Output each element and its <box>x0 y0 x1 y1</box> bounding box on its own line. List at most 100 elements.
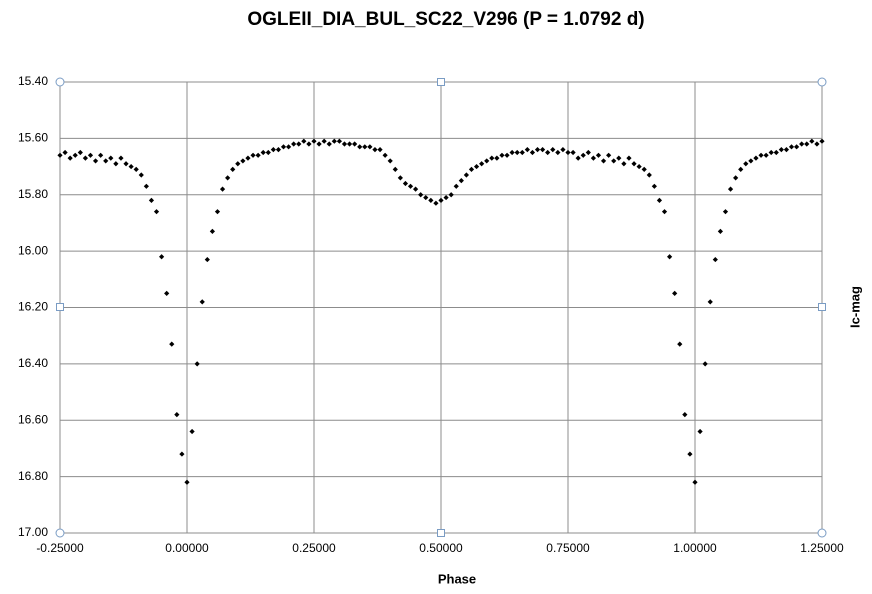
data-point <box>540 147 546 153</box>
data-point <box>646 172 652 178</box>
data-point <box>778 147 784 153</box>
x-tick-label: 0.50000 <box>419 541 463 555</box>
data-point <box>453 183 459 189</box>
data-point <box>473 163 480 170</box>
chart-title: OGLEII_DIA_BUL_SC22_V296 (P = 1.0792 d) <box>247 9 644 30</box>
data-point <box>621 161 627 167</box>
data-point <box>357 144 363 150</box>
data-point <box>773 149 779 156</box>
handle <box>55 528 65 538</box>
data-point <box>265 149 271 156</box>
handle <box>817 77 827 87</box>
data-point <box>397 175 403 181</box>
data-point <box>499 152 505 158</box>
data-point <box>235 161 241 167</box>
data-point <box>667 254 673 260</box>
data-point <box>565 149 571 156</box>
y-tick-label: 15.40 <box>18 74 48 88</box>
data-point <box>651 183 657 189</box>
data-point <box>311 138 317 144</box>
data-point <box>458 178 464 184</box>
data-point <box>555 149 561 156</box>
data-point <box>570 149 576 156</box>
handle <box>437 78 445 86</box>
data-point <box>225 175 231 181</box>
data-point <box>448 192 454 198</box>
data-point <box>438 197 444 203</box>
data-point <box>575 155 581 161</box>
plot <box>57 138 825 485</box>
data-point <box>214 209 221 215</box>
handle <box>55 77 65 87</box>
y-tick-label: 16.00 <box>18 243 48 257</box>
data-point <box>763 152 769 158</box>
selection-handles <box>55 77 827 538</box>
data-point <box>184 479 190 485</box>
data-point <box>494 155 500 161</box>
x-tick-label: 0.00000 <box>165 541 209 555</box>
y-tick-label: 17.00 <box>18 525 48 539</box>
data-point <box>296 141 302 147</box>
data-point <box>346 141 353 147</box>
data-point <box>661 209 668 215</box>
data-point <box>352 141 358 147</box>
data-point <box>656 197 663 203</box>
data-point <box>321 138 327 144</box>
data-point <box>682 412 688 418</box>
data-point <box>600 158 607 164</box>
data-point <box>341 141 348 147</box>
data-point <box>712 256 718 263</box>
data-point <box>636 163 642 170</box>
data-point <box>377 147 383 153</box>
data-point <box>286 144 292 150</box>
data-point <box>529 149 536 156</box>
data-point <box>326 141 332 147</box>
data-point <box>367 144 373 150</box>
data-point <box>413 186 419 192</box>
data-point <box>768 149 774 156</box>
data-point <box>783 147 790 153</box>
data-point <box>118 155 124 161</box>
data-point <box>814 141 820 147</box>
data-point <box>504 152 510 158</box>
data-point <box>164 290 170 297</box>
data-point <box>692 479 698 485</box>
data-point <box>722 209 729 215</box>
data-point <box>794 144 800 150</box>
data-point <box>489 155 495 161</box>
data-point <box>153 209 160 215</box>
y-tick-label: 16.60 <box>18 412 48 426</box>
data-point <box>687 451 693 457</box>
data-point <box>707 299 713 305</box>
data-point <box>514 149 520 156</box>
data-point <box>509 149 515 156</box>
x-axis-title: Phase <box>438 571 476 586</box>
data-point <box>392 166 398 172</box>
data-point <box>143 183 149 189</box>
data-point <box>585 149 591 156</box>
data-point <box>138 172 144 178</box>
data-point <box>72 152 78 158</box>
data-point <box>463 172 469 178</box>
data-point <box>103 158 109 164</box>
data-point <box>534 147 541 153</box>
data-point <box>301 138 307 144</box>
data-point <box>245 155 251 161</box>
y-tick-label: 16.20 <box>18 300 48 314</box>
data-point <box>275 147 282 153</box>
data-point <box>804 141 810 147</box>
data-point <box>77 149 83 156</box>
data-point <box>748 158 754 164</box>
data-point <box>209 228 215 234</box>
data-point <box>280 144 287 150</box>
data-point <box>758 152 764 158</box>
data-point <box>641 166 647 172</box>
data-point <box>631 161 637 167</box>
y-tick-label: 16.80 <box>18 469 48 483</box>
data-point <box>291 141 297 147</box>
y-tick-label: 16.40 <box>18 356 48 370</box>
x-tick-label: 0.75000 <box>546 541 590 555</box>
data-point <box>240 158 246 164</box>
data-point <box>336 138 342 144</box>
data-point <box>189 428 195 435</box>
